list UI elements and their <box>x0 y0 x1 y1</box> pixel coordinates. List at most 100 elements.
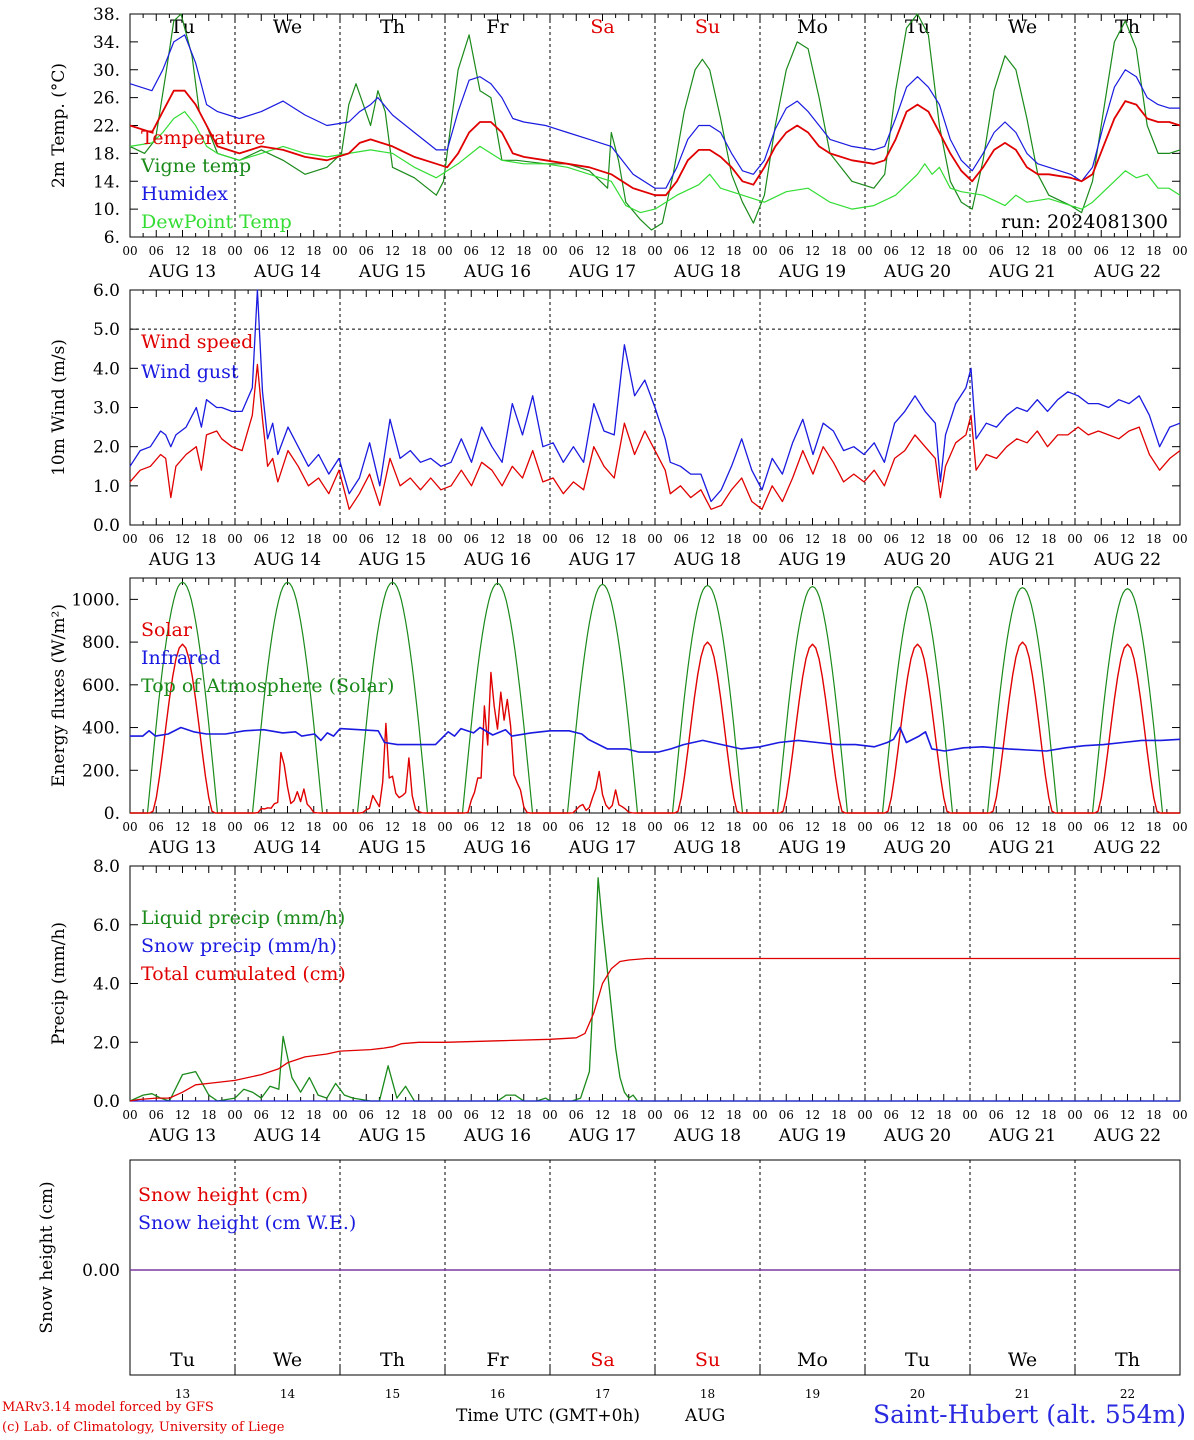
date-tick-label: AUG 15 <box>358 550 426 570</box>
date-tick-label: AUG 17 <box>568 262 636 282</box>
hour-tick-label: 06 <box>989 820 1004 834</box>
hour-tick-label: 06 <box>254 244 269 258</box>
hour-tick-label: 06 <box>884 244 899 258</box>
hour-tick-label: 12 <box>280 244 295 258</box>
hour-tick-label: 18 <box>201 820 216 834</box>
hour-tick-label: 12 <box>1120 244 1135 258</box>
hour-tick-label: 00 <box>332 532 347 546</box>
hour-tick-label: 00 <box>962 244 977 258</box>
date-tick-label: AUG 15 <box>358 262 426 282</box>
weekday-label: Th <box>380 16 405 38</box>
weekday-label: We <box>1008 1349 1037 1371</box>
hour-tick-label: 12 <box>910 244 925 258</box>
hour-tick-label: 18 <box>726 1108 741 1122</box>
hour-tick-label: 12 <box>910 532 925 546</box>
hour-tick-label: 06 <box>254 1108 269 1122</box>
hour-tick-label: 12 <box>1120 1108 1135 1122</box>
hour-tick-label: 12 <box>805 820 820 834</box>
hour-tick-label: 12 <box>595 1108 610 1122</box>
hour-tick-label: 00 <box>857 244 872 258</box>
hour-tick-label: 00 <box>752 1108 767 1122</box>
hour-tick-label: 18 <box>726 532 741 546</box>
legend-snow-precip-mm-h-: Snow precip (mm/h) <box>141 935 337 957</box>
y-axis-label: Snow height (cm) <box>37 1181 57 1333</box>
hour-tick-label: 00 <box>542 1108 557 1122</box>
y-axis-label: Energy fluxes (W/m²) <box>49 604 69 787</box>
hour-tick-label: 00 <box>227 1108 242 1122</box>
hour-tick-label: 12 <box>700 1108 715 1122</box>
hour-tick-label: 18 <box>621 244 636 258</box>
weekday-label: Sa <box>590 16 614 38</box>
hour-tick-label: 00 <box>1067 244 1082 258</box>
weekday-label: Tu <box>905 1349 930 1371</box>
hour-tick-label: 12 <box>595 820 610 834</box>
hour-tick-label: 18 <box>1146 1108 1161 1122</box>
hour-tick-label: 18 <box>306 1108 321 1122</box>
hour-tick-label: 12 <box>385 1108 400 1122</box>
hour-tick-label: 00 <box>857 532 872 546</box>
date-tick-label: AUG 22 <box>1093 262 1161 282</box>
time-axis-label: Time UTC (GMT+0h) <box>456 1406 641 1426</box>
hour-tick-label: 12 <box>280 1108 295 1122</box>
hour-tick-label: 06 <box>464 820 479 834</box>
hour-tick-label: 12 <box>280 820 295 834</box>
hour-tick-label: 00 <box>1067 532 1082 546</box>
day-number-label: 13 <box>175 1387 190 1401</box>
hour-tick-label: 18 <box>1146 244 1161 258</box>
date-tick-label: AUG 18 <box>673 838 741 858</box>
hour-tick-label: 00 <box>332 820 347 834</box>
hour-tick-label: 06 <box>464 244 479 258</box>
date-tick-label: AUG 22 <box>1093 550 1161 570</box>
hour-tick-label: 12 <box>385 820 400 834</box>
series-liquid-precip-mm-h- <box>129 877 1180 1102</box>
hour-tick-label: 00 <box>332 244 347 258</box>
hour-tick-label: 12 <box>910 1108 925 1122</box>
hour-tick-label: 12 <box>1015 244 1030 258</box>
date-tick-label: AUG 19 <box>778 838 846 858</box>
day-number-label: 20 <box>910 1387 925 1401</box>
hour-tick-label: 18 <box>411 820 426 834</box>
y-tick-label: 200. <box>82 761 120 781</box>
hour-tick-label: 00 <box>437 532 452 546</box>
run-label: run: 2024081300 <box>1001 211 1168 233</box>
hour-tick-label: 00 <box>752 532 767 546</box>
date-tick-label: AUG 17 <box>568 550 636 570</box>
y-tick-label: 0.00 <box>82 1261 120 1281</box>
lab-credit: (c) Lab. of Climatology, University of L… <box>2 1420 285 1435</box>
date-tick-label: AUG 15 <box>358 838 426 858</box>
date-tick-label: AUG 20 <box>883 838 951 858</box>
day-number-label: 21 <box>1015 1387 1030 1401</box>
weekday-label: We <box>273 16 302 38</box>
hour-tick-label: 06 <box>989 244 1004 258</box>
hour-tick-label: 00 <box>122 244 137 258</box>
hour-tick-label: 06 <box>1094 532 1109 546</box>
hour-tick-label: 12 <box>700 244 715 258</box>
hour-tick-label: 18 <box>516 1108 531 1122</box>
date-tick-label: AUG 13 <box>148 262 216 282</box>
weekday-label: Tu <box>170 16 195 38</box>
y-tick-label: 800. <box>82 633 120 653</box>
hour-tick-label: 06 <box>149 532 164 546</box>
hour-tick-label: 18 <box>621 820 636 834</box>
hour-tick-label: 12 <box>280 532 295 546</box>
series-total-cumulated-cm- <box>129 957 1180 1102</box>
hour-tick-label: 00 <box>122 532 137 546</box>
hour-tick-label: 18 <box>831 820 846 834</box>
hour-tick-label: 18 <box>621 1108 636 1122</box>
hour-tick-label: 12 <box>490 244 505 258</box>
hour-tick-label: 06 <box>569 532 584 546</box>
hour-tick-label: 18 <box>201 1108 216 1122</box>
panel-frame-0 <box>129 13 1181 238</box>
hour-tick-label: 18 <box>201 244 216 258</box>
hour-tick-label: 12 <box>1015 820 1030 834</box>
hour-tick-label: 00 <box>962 532 977 546</box>
hour-tick-label: 00 <box>752 244 767 258</box>
date-tick-label: AUG 14 <box>253 550 321 570</box>
hour-tick-label: 06 <box>989 1108 1004 1122</box>
hour-tick-label: 12 <box>490 1108 505 1122</box>
hour-tick-label: 00 <box>647 1108 662 1122</box>
date-tick-label: AUG 14 <box>253 838 321 858</box>
weekday-label: Mo <box>797 16 828 38</box>
hour-tick-label: 06 <box>884 1108 899 1122</box>
station-name: Saint-Hubert (alt. 554m) <box>872 1400 1186 1429</box>
